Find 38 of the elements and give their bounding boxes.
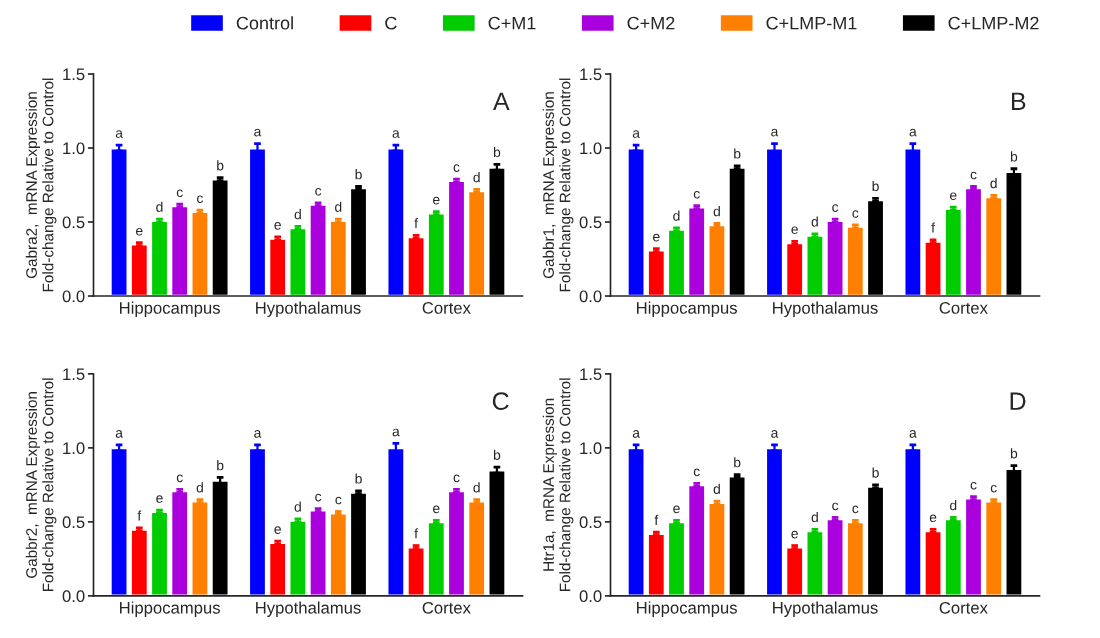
y-tick-label: 0.0	[62, 590, 85, 603]
y-tick-label: 1.0	[580, 442, 602, 455]
legend-label: C+M1	[488, 16, 536, 30]
y-tick-label: 1.5	[580, 368, 602, 381]
x-tick-label: Cortex	[422, 302, 471, 314]
y-tick-label: 0.0	[579, 290, 602, 303]
x-tick-label: Hypothalamus	[773, 601, 878, 617]
annotation: C	[492, 392, 509, 410]
y-tick-label: 0.5	[579, 216, 602, 229]
x-tick-label: Hypothalamus	[256, 601, 361, 617]
y-tick-label: 0.5	[62, 216, 85, 229]
annotation: A	[493, 92, 510, 110]
x-tick-label: Cortex	[939, 601, 988, 614]
annotation: B	[1012, 92, 1026, 110]
y-tick-label: 1.5	[580, 68, 602, 81]
legend-label: C+LMP-M2	[948, 16, 1039, 30]
x-tick-label: Hippocampus	[120, 301, 220, 318]
y-tick-label: 0.5	[579, 516, 602, 529]
y-tick-label: 1.0	[63, 142, 85, 155]
y-tick-label: 0.5	[62, 516, 85, 529]
x-tick-label: Hippocampus	[120, 601, 220, 617]
legend-label: C+M2	[627, 16, 675, 30]
y-tick-label: 1.5	[63, 68, 85, 81]
x-tick-label: Cortex	[939, 302, 988, 314]
y-tick-label: 1.0	[580, 142, 602, 155]
y-tick-label: 0.0	[62, 290, 85, 303]
legend-label: C+LMP-M1	[766, 16, 857, 30]
x-tick-label: Hypothalamus	[773, 301, 878, 318]
y-tick-label: 1.5	[63, 368, 85, 381]
annotation: D	[1010, 392, 1026, 410]
x-tick-label: Cortex	[422, 601, 471, 614]
x-tick-label: Hippocampus	[637, 301, 737, 318]
y-tick-label: 0.0	[579, 590, 602, 603]
legend-label: Control	[236, 16, 293, 30]
y-tick-label: 1.0	[63, 442, 85, 455]
x-tick-label: Hippocampus	[637, 601, 737, 617]
x-tick-label: Hypothalamus	[256, 301, 361, 318]
legend-label: C	[385, 16, 397, 30]
